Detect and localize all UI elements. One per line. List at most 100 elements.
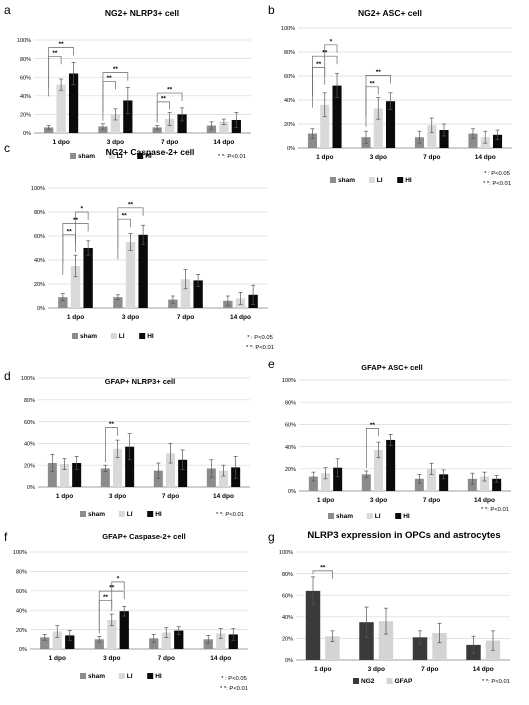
x-tick-label: 3 dpo (370, 154, 387, 161)
bar-sham-2 (168, 299, 178, 308)
bar-sham-2 (414, 478, 424, 491)
significance-mark: * (330, 38, 333, 45)
panel-letter: a (4, 3, 11, 17)
bar-LI-1 (112, 448, 123, 487)
significance-bracket (75, 211, 89, 252)
legend-label: sham (336, 513, 353, 520)
y-tick-label: 40% (285, 445, 296, 451)
legend-swatch-LI (366, 513, 373, 519)
significance-note: * *: P<0.01 (481, 507, 509, 513)
y-tick-label: 20% (285, 467, 296, 473)
bar-GFAP-2 (432, 633, 447, 660)
y-tick-label: 100% (281, 26, 295, 32)
y-tick-label: 60% (34, 234, 45, 240)
bar-sham-2 (152, 127, 162, 133)
panel-letter: d (4, 369, 11, 383)
significance-mark: ** (113, 66, 119, 73)
bar-HI-1 (123, 100, 133, 133)
y-tick-label: 20% (282, 637, 293, 643)
panel-letter: f (4, 530, 8, 544)
legend-label: sham (78, 153, 95, 160)
panel-letter: e (268, 357, 275, 371)
chart-title: NG2+ Caspase-2+ cell (106, 147, 195, 157)
bar-sham-1 (113, 297, 123, 308)
x-tick-label: 1 dpo (317, 497, 334, 504)
chart-title: GFAP+ Caspase-2+ cell (102, 532, 185, 541)
bar-LI-0 (59, 464, 70, 487)
significance-note: * *: P<0.01 (483, 181, 511, 187)
significance-mark: ** (52, 50, 58, 57)
bar-LI-2 (180, 279, 191, 308)
bar-LI-1 (125, 242, 136, 308)
significance-mark: ** (109, 421, 115, 428)
y-tick-label: 80% (16, 570, 27, 576)
significance-mark: ** (103, 594, 109, 601)
chart-panel-f: f GFAP+ Caspase-2+ cell 0% 20% 40% 60% 80% 100%… (4, 530, 248, 692)
y-tick-label: 40% (20, 94, 31, 100)
bar-HI-1 (386, 439, 396, 491)
bar-HI-1 (119, 611, 129, 649)
chart-title: NLRP3 expression in OPCs and astrocytes (307, 530, 500, 541)
x-tick-label: 3 dpo (122, 314, 139, 321)
bar-LI-3 (216, 633, 226, 649)
legend-swatch-sham (70, 153, 76, 159)
legend-swatch-sham (72, 333, 78, 339)
bar-HI-0 (333, 467, 343, 491)
bar-LI-0 (320, 473, 331, 491)
bar-sham-3 (467, 478, 477, 491)
bar-LI-2 (426, 468, 437, 491)
y-tick-label: 0% (37, 306, 45, 312)
chart-title: NG2+ NLRP3+ cell (105, 8, 179, 18)
bar-LI-0 (70, 266, 81, 308)
significance-bracket (312, 570, 333, 579)
significance-bracket (62, 234, 76, 275)
significance-mark: ** (370, 422, 376, 429)
y-tick-label: 20% (24, 463, 35, 469)
x-tick-label: 14 dpo (230, 314, 251, 321)
legend-label: HI (155, 511, 162, 518)
bar-sham-0 (47, 463, 57, 487)
x-tick-label: 3 dpo (103, 655, 120, 662)
x-tick-label: 7 dpo (421, 666, 438, 673)
legend-label: HI (155, 673, 162, 680)
bar-LI-2 (165, 119, 175, 133)
y-tick-label: 60% (282, 593, 293, 599)
x-tick-label: 14 dpo (473, 666, 494, 673)
significance-mark: ** (59, 41, 65, 48)
y-tick-label: 80% (24, 398, 35, 404)
y-tick-label: 20% (20, 113, 31, 119)
x-tick-label: 7 dpo (162, 493, 179, 500)
x-tick-label: 7 dpo (423, 154, 440, 161)
significance-mark: ** (107, 75, 113, 82)
significance-bracket (365, 428, 379, 469)
bar-HI-0 (83, 248, 93, 308)
chart-panel-g: g NLRP3 expression in OPCs and astrocytes… (268, 530, 510, 685)
y-tick-label: 20% (16, 628, 27, 634)
legend-swatch-HI (139, 333, 146, 339)
x-tick-label: 3 dpo (109, 493, 126, 500)
x-tick-label: 3 dpo (370, 497, 387, 504)
significance-note: * *: P<0.01 (482, 679, 510, 685)
x-tick-label: 7 dpo (423, 497, 440, 504)
bar-LI-1 (373, 449, 384, 491)
significance-mark: * (81, 206, 84, 213)
y-tick-label: 100% (13, 550, 27, 556)
legend-label: sham (88, 511, 105, 518)
bar-sham-0 (40, 637, 50, 649)
legend-swatch-LI (118, 673, 125, 679)
panel-letter: b (268, 3, 275, 17)
bar-LI-1 (107, 619, 117, 649)
chart-panel-d: d GFAP+ NLRP3+ cell 0% 20% 40% 60% 80% 100% 1 dp… (4, 369, 250, 518)
bar-NG2-0 (305, 590, 321, 660)
legend-swatch-LI (118, 511, 125, 517)
y-tick-label: 60% (20, 75, 31, 81)
x-tick-label: 14 dpo (210, 655, 231, 662)
bar-sham-3 (203, 639, 213, 649)
significance-mark: ** (167, 87, 173, 94)
bar-LI-3 (479, 476, 490, 491)
bar-HI-1 (385, 101, 396, 148)
legend-label: LI (127, 511, 133, 518)
bar-sham-0 (308, 476, 318, 491)
y-tick-label: 0% (285, 658, 293, 664)
